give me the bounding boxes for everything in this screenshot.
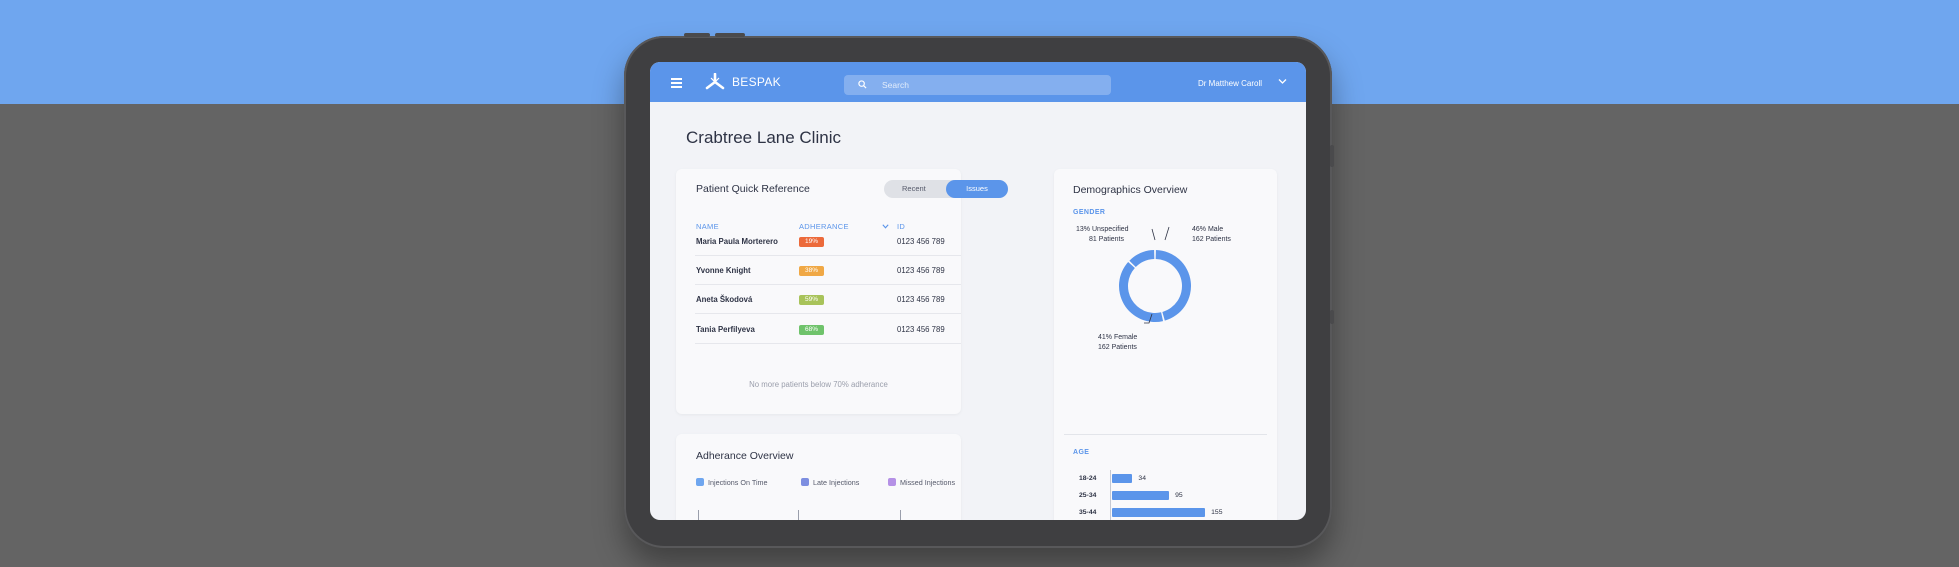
adherance-overview-card: Adherance Overview Injections On Time La… — [676, 434, 961, 520]
donut-leader-lines — [1144, 226, 1170, 324]
sort-chevron-icon[interactable] — [882, 224, 889, 229]
donut-slice-female — [1119, 262, 1164, 322]
demographics-overview-card: Demographics Overview GENDER 13% Unspeci… — [1054, 169, 1277, 520]
legend-label-on-time: Injections On Time — [708, 478, 768, 487]
adherance-badge: 59% — [799, 295, 824, 305]
age-bar-value: 155 — [1211, 509, 1223, 516]
age-range-label: 25-34 — [1079, 492, 1097, 499]
patient-name: Maria Paula Morterero — [696, 237, 778, 246]
age-bar — [1112, 474, 1133, 483]
legend-swatch-missed — [888, 478, 896, 486]
table-row[interactable]: Tania Perfilyeva 68% 0123 456 789 — [695, 315, 961, 344]
toggle-issues-segment[interactable]: Issues — [946, 180, 1008, 198]
top-bar: BESPAK Search Dr Matthew Caroll — [650, 62, 1306, 102]
chevron-down-icon[interactable] — [1278, 78, 1287, 85]
brand-name: BESPAK — [732, 75, 781, 89]
age-bar — [1112, 491, 1170, 500]
gender-female-pct: 41% Female — [1098, 334, 1138, 341]
age-range-label: 35-44 — [1079, 509, 1097, 516]
search-icon — [858, 80, 867, 89]
chart-gridline — [698, 510, 699, 520]
gender-unspecified-pct: 13% Unspecified — [1076, 226, 1129, 233]
gender-unspecified-count: 81 Patients — [1088, 236, 1124, 243]
patient-id: 0123 456 789 — [897, 237, 945, 246]
patient-name: Tania Perfilyeva — [696, 325, 755, 334]
age-section-label: AGE — [1073, 449, 1090, 456]
gender-unspecified-label: 13% Unspecified 81 Patients — [1076, 225, 1129, 245]
tablet-side-button — [1330, 310, 1334, 324]
recent-issues-toggle: Recent Issues — [884, 180, 1008, 198]
adherance-badge: 68% — [799, 325, 824, 335]
age-chart-axis — [1110, 470, 1111, 520]
card-title: Adherance Overview — [696, 450, 794, 462]
hamburger-menu-icon[interactable] — [671, 78, 682, 88]
age-bar-value: 95 — [1175, 492, 1183, 499]
patient-quick-reference-card: Patient Quick Reference Recent Issues NA… — [676, 169, 1008, 414]
adherance-badge: 38% — [799, 266, 824, 276]
gender-male-pct: 46% Male — [1192, 226, 1224, 233]
chart-gridline — [798, 510, 799, 520]
search-input[interactable]: Search — [844, 75, 1111, 95]
donut-slice-male — [1155, 250, 1191, 321]
card-title: Patient Quick Reference — [696, 183, 810, 195]
column-header-adherance[interactable]: ADHERANCE — [799, 222, 849, 231]
tablet-volume-button — [684, 33, 710, 37]
table-row[interactable]: Maria Paula Morterero 19% 0123 456 789 — [695, 227, 961, 256]
no-more-patients-note: No more patients below 70% adherance — [749, 380, 888, 389]
page-title: Crabtree Lane Clinic — [686, 128, 841, 147]
gender-female-label: 41% Female 162 Patients — [1098, 333, 1137, 353]
section-divider — [1064, 434, 1267, 435]
gender-male-count: 162 Patients — [1192, 236, 1231, 243]
age-bar — [1112, 508, 1206, 517]
donut-slice-unspecified — [1129, 250, 1155, 268]
toggle-issues-label: Issues — [966, 184, 988, 193]
patient-id: 0123 456 789 — [897, 295, 945, 304]
card-title: Demographics Overview — [1073, 184, 1188, 196]
age-range-label: 18-24 — [1079, 475, 1097, 482]
legend-label-late: Late Injections — [813, 478, 860, 487]
tablet-side-button — [1330, 145, 1334, 167]
patient-name: Yvonne Knight — [696, 266, 751, 275]
chart-gridline — [900, 510, 901, 520]
age-bar-value: 34 — [1138, 475, 1146, 482]
patient-id: 0123 456 789 — [897, 266, 945, 275]
gender-donut-chart — [1119, 250, 1191, 322]
tablet-power-button — [715, 33, 745, 37]
app-screen: BESPAK Search Dr Matthew Caroll Crabtree… — [650, 62, 1306, 520]
table-row[interactable]: Aneta Škodová 59% 0123 456 789 — [695, 285, 961, 314]
gender-male-label: 46% Male 162 Patients — [1192, 225, 1231, 245]
search-placeholder: Search — [882, 80, 909, 90]
legend-swatch-late — [801, 478, 809, 486]
toggle-recent-label: Recent — [902, 184, 926, 193]
gender-section-label: GENDER — [1073, 209, 1106, 216]
table-row[interactable]: Yvonne Knight 38% 0123 456 789 — [695, 256, 961, 285]
column-header-name[interactable]: NAME — [696, 222, 719, 231]
legend-label-missed: Missed Injections — [900, 478, 956, 487]
legend-swatch-on-time — [696, 478, 704, 486]
gender-female-count: 162 Patients — [1098, 344, 1137, 351]
patient-id: 0123 456 789 — [897, 325, 945, 334]
user-menu-name[interactable]: Dr Matthew Caroll — [1198, 79, 1263, 88]
adherance-badge: 19% — [799, 237, 824, 247]
column-header-id[interactable]: ID — [897, 222, 906, 231]
patient-name: Aneta Škodová — [696, 295, 753, 304]
bespak-logo-icon — [705, 73, 725, 90]
